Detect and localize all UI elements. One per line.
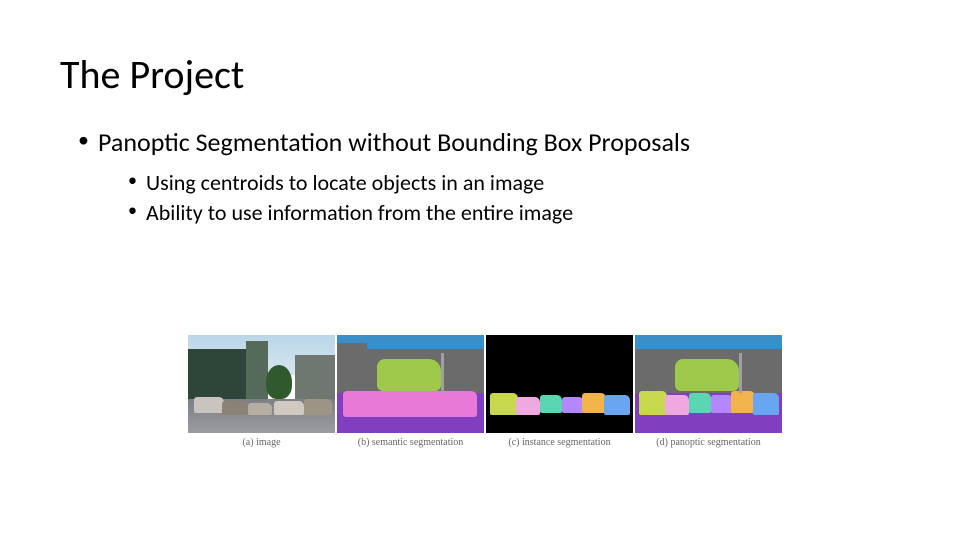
bullet-main: Panoptic Segmentation without Bounding B…	[78, 125, 900, 227]
slide-title: The Project	[60, 50, 900, 99]
caption-c: (c) instance segmentation	[486, 437, 633, 448]
bullet-sub-1: Using centroids to locate objects in an …	[128, 168, 900, 198]
figure-panels	[188, 335, 784, 433]
bullet-sub-2: Ability to use information from the enti…	[128, 198, 900, 228]
panel-d-panoptic	[635, 335, 782, 433]
panel-a-image	[188, 335, 335, 433]
bullet-sublist: Using centroids to locate objects in an …	[98, 168, 900, 227]
slide: The Project Panoptic Segmentation withou…	[0, 0, 960, 540]
panel-b-semantic	[337, 335, 484, 433]
segmentation-figure: (a) image (b) semantic segmentation (c) …	[188, 335, 784, 448]
caption-b: (b) semantic segmentation	[337, 437, 484, 448]
caption-d: (d) panoptic segmentation	[635, 437, 782, 448]
figure-captions: (a) image (b) semantic segmentation (c) …	[188, 437, 784, 448]
panel-c-instance	[486, 335, 633, 433]
bullet-list: Panoptic Segmentation without Bounding B…	[60, 125, 900, 227]
bullet-main-text: Panoptic Segmentation without Bounding B…	[98, 126, 690, 158]
caption-a: (a) image	[188, 437, 335, 448]
